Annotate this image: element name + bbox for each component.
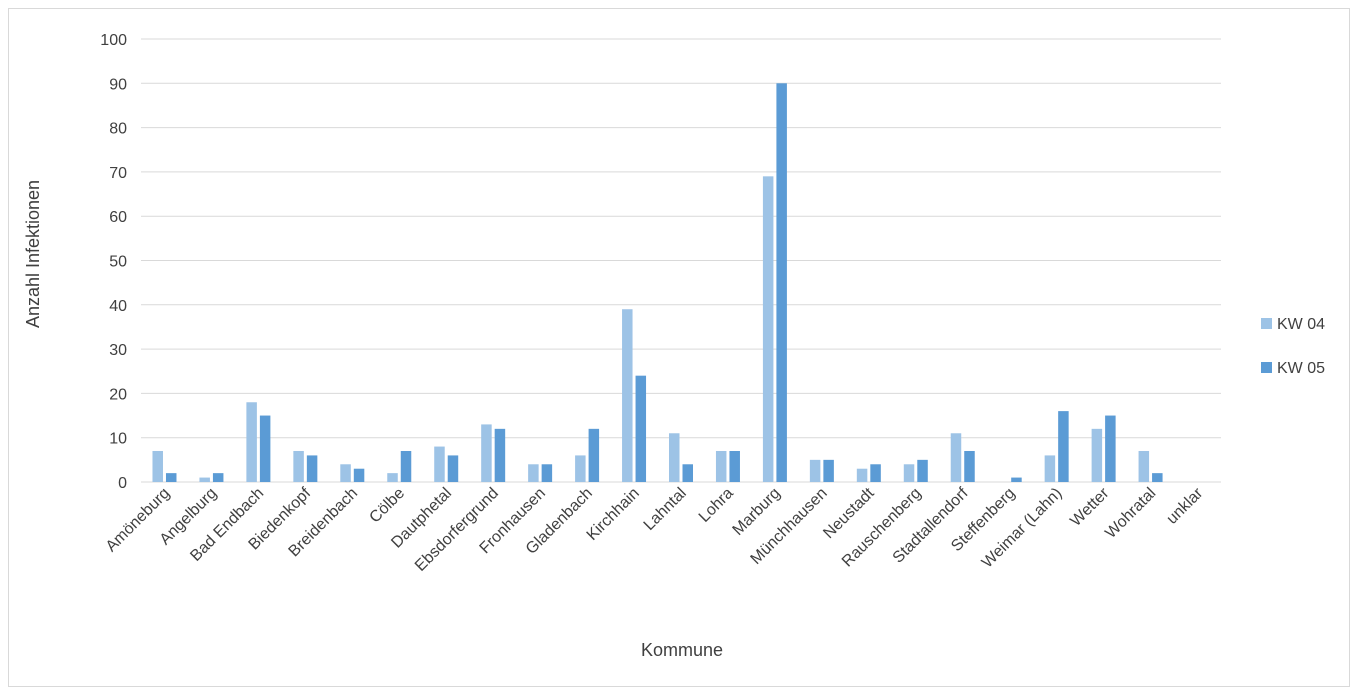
bar-kw-05-8 [541, 464, 553, 482]
bar-kw-05-1 [212, 473, 224, 482]
y-tick-label: 80 [109, 121, 127, 138]
bar-kw-04-20 [1091, 428, 1103, 482]
bar-kw-04-21 [1138, 450, 1150, 482]
bar-kw-05-17 [964, 450, 975, 482]
bar-kw-05-20 [1105, 415, 1116, 482]
y-tick-label: 90 [109, 76, 127, 93]
bar-kw-05-9 [588, 428, 600, 482]
bar-kw-05-10 [635, 375, 647, 482]
bar-kw-05-12 [729, 450, 740, 482]
y-tick-labels: 0 10 20 30 40 50 60 70 80 90 100 [100, 32, 127, 492]
x-tick-label: Weimar (Lahn) [979, 485, 1066, 572]
bar-kw-05-16 [917, 459, 928, 482]
bar-kw-04-1 [199, 477, 210, 482]
legend-swatch [1261, 362, 1272, 373]
bar-kw-05-7 [494, 428, 506, 482]
bar-kw-04-7 [481, 424, 492, 482]
bar-kw-05-15 [870, 464, 881, 482]
bars [152, 83, 1163, 483]
bar-kw-04-5 [387, 473, 398, 482]
bar-kw-04-12 [715, 450, 727, 482]
bar-kw-04-13 [762, 176, 774, 482]
bar-chart: 0 10 20 30 40 50 60 70 80 90 100 AmöneburgAngelbur… [23, 32, 1325, 660]
legend-label: KW 05 [1277, 360, 1325, 377]
y-tick-label: 20 [109, 386, 127, 403]
bar-kw-04-14 [809, 459, 821, 482]
x-tick-label: Cölbe [367, 485, 409, 527]
bar-kw-04-17 [950, 433, 962, 482]
x-tick-label: unklar [1164, 484, 1207, 527]
bar-kw-05-3 [306, 455, 318, 482]
bar-kw-04-19 [1044, 455, 1056, 482]
bar-kw-04-9 [575, 455, 586, 482]
y-tick-label: 70 [109, 165, 127, 182]
x-tick-label: Wetter [1067, 484, 1113, 530]
bar-kw-04-3 [293, 450, 304, 482]
x-tick-label: Lahntal [641, 485, 690, 534]
legend: KW 04 KW 05 [1261, 316, 1325, 377]
y-tick-label: 60 [109, 209, 127, 226]
legend-label: KW 04 [1277, 316, 1325, 333]
x-tick-label: Wohratal [1102, 485, 1159, 542]
bar-kw-05-11 [682, 464, 693, 482]
x-axis-title: Kommune [641, 640, 723, 660]
y-tick-label: 30 [109, 342, 127, 359]
bar-kw-05-21 [1152, 473, 1163, 482]
bar-kw-04-10 [622, 309, 633, 482]
bar-kw-04-15 [856, 468, 868, 482]
bar-kw-05-0 [165, 473, 177, 482]
y-tick-label: 10 [109, 431, 127, 448]
y-tick-label: 100 [100, 32, 127, 49]
bar-kw-04-4 [340, 464, 351, 482]
bar-kw-04-8 [528, 464, 539, 482]
x-tick-label: Ebsdorfergrund [412, 485, 502, 575]
x-tick-label: Amöneburg [103, 485, 174, 556]
bar-kw-04-0 [152, 450, 163, 482]
bar-kw-05-13 [776, 83, 787, 483]
y-tick-label: 50 [109, 254, 127, 271]
bar-kw-05-18 [1011, 477, 1022, 482]
bar-kw-05-2 [259, 415, 271, 482]
bar-kw-05-6 [447, 455, 459, 482]
bar-kw-05-4 [353, 468, 365, 482]
chart-frame: 0 10 20 30 40 50 60 70 80 90 100 Amöneburg Angelbur… [8, 8, 1350, 687]
bar-kw-04-11 [669, 433, 680, 482]
legend-swatch [1261, 318, 1272, 329]
bar-kw-05-14 [823, 459, 834, 482]
y-tick-label: 40 [109, 298, 127, 315]
x-tick-label: Lohra [696, 485, 737, 526]
y-axis-title: Anzahl Infektionen [23, 180, 43, 328]
gridlines [141, 38, 1221, 483]
bar-kw-04-6 [434, 446, 445, 482]
bar-kw-04-2 [246, 402, 257, 482]
bar-kw-05-5 [400, 450, 412, 482]
y-tick-label: 0 [118, 475, 127, 492]
bar-kw-05-19 [1058, 411, 1069, 482]
bar-kw-04-16 [903, 464, 915, 482]
